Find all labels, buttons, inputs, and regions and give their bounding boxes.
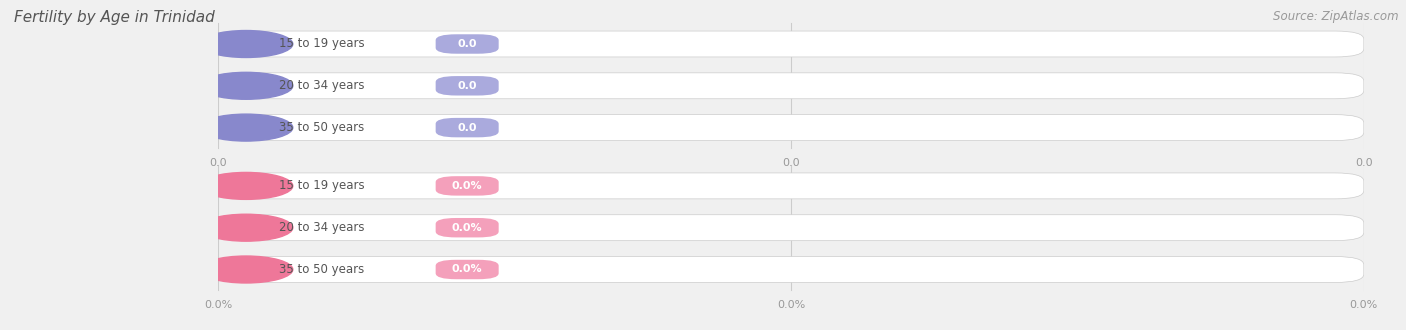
Text: 0.0%: 0.0% [1350, 300, 1378, 310]
FancyBboxPatch shape [218, 115, 1364, 141]
FancyBboxPatch shape [436, 218, 499, 237]
FancyBboxPatch shape [436, 34, 499, 54]
Text: 0.0: 0.0 [209, 158, 226, 168]
Circle shape [200, 72, 292, 99]
FancyBboxPatch shape [218, 215, 1364, 241]
Text: 0.0%: 0.0% [451, 265, 482, 275]
FancyBboxPatch shape [436, 176, 499, 196]
Circle shape [200, 30, 292, 57]
Text: 0.0%: 0.0% [776, 300, 806, 310]
Circle shape [200, 256, 292, 283]
Text: 0.0%: 0.0% [451, 223, 482, 233]
Text: 35 to 50 years: 35 to 50 years [278, 263, 364, 276]
FancyBboxPatch shape [436, 118, 499, 137]
FancyBboxPatch shape [218, 173, 1364, 199]
FancyBboxPatch shape [218, 73, 1364, 99]
Text: 0.0: 0.0 [782, 158, 800, 168]
Text: 0.0: 0.0 [457, 123, 477, 133]
FancyBboxPatch shape [218, 31, 1364, 57]
Text: 20 to 34 years: 20 to 34 years [278, 79, 364, 92]
FancyBboxPatch shape [436, 76, 499, 95]
Text: 0.0%: 0.0% [451, 181, 482, 191]
Circle shape [200, 172, 292, 199]
Text: 0.0: 0.0 [1355, 158, 1372, 168]
Text: Source: ZipAtlas.com: Source: ZipAtlas.com [1274, 10, 1399, 23]
Text: 15 to 19 years: 15 to 19 years [278, 38, 364, 50]
FancyBboxPatch shape [436, 260, 499, 279]
Text: Fertility by Age in Trinidad: Fertility by Age in Trinidad [14, 10, 215, 25]
Text: 0.0%: 0.0% [204, 300, 232, 310]
Text: 35 to 50 years: 35 to 50 years [278, 121, 364, 134]
FancyBboxPatch shape [218, 256, 1364, 282]
Text: 15 to 19 years: 15 to 19 years [278, 180, 364, 192]
Text: 20 to 34 years: 20 to 34 years [278, 221, 364, 234]
Text: 0.0: 0.0 [457, 39, 477, 49]
Circle shape [200, 114, 292, 141]
Circle shape [200, 214, 292, 241]
Text: 0.0: 0.0 [457, 81, 477, 91]
